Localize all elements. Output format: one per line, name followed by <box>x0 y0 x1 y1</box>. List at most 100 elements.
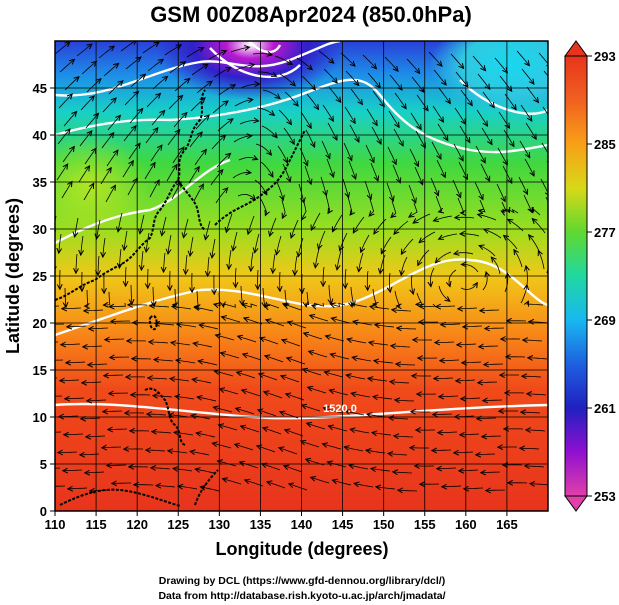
streamline-arrow <box>176 360 196 363</box>
streamline-arrow <box>482 91 494 108</box>
streamline-arrow <box>438 285 450 301</box>
streamline-arrow <box>63 470 83 471</box>
streamline-arrow <box>398 490 418 491</box>
streamline-arrow <box>431 267 435 287</box>
streamline-arrow <box>450 53 464 68</box>
streamline-arrow <box>364 180 371 199</box>
streamline-arrow <box>409 148 418 166</box>
streamline-arrow <box>440 360 460 361</box>
streamline-arrow <box>98 255 99 275</box>
streamline-arrow <box>373 288 376 305</box>
streamline-arrow <box>527 394 547 395</box>
streamline-arrow <box>372 433 392 436</box>
streamline-arrow <box>415 130 425 148</box>
streamline-arrow <box>198 361 218 366</box>
streamline-arrow <box>104 375 124 376</box>
streamline-arrow <box>369 342 389 345</box>
streamline-arrow <box>82 382 102 383</box>
streamline-arrow <box>462 362 482 363</box>
x-tick-label: 160 <box>455 517 477 532</box>
streamline-arrow <box>482 436 502 437</box>
streamline-arrow <box>184 218 189 238</box>
streamline-arrow <box>329 390 349 396</box>
streamline-arrow <box>56 164 68 181</box>
streamline-arrow <box>83 346 103 347</box>
streamline-arrow <box>454 452 474 453</box>
streamline-arrow <box>232 172 251 179</box>
streamline-arrow <box>343 142 352 161</box>
streamline-arrow <box>345 268 346 288</box>
streamline-arrow <box>233 136 252 143</box>
streamline-arrow <box>459 125 470 143</box>
streamline-arrow <box>63 112 77 127</box>
streamline-arrow <box>312 302 325 306</box>
streamline-arrow <box>241 426 260 433</box>
streamline-arrow <box>218 461 237 467</box>
streamline-arrow <box>532 219 546 234</box>
streamline-arrow <box>392 164 400 183</box>
streamline-arrow <box>212 238 215 258</box>
streamline-arrow <box>479 246 496 257</box>
streamline-arrow <box>460 89 472 106</box>
streamline-arrow <box>83 183 94 201</box>
streamline-arrow <box>390 382 410 383</box>
streamline-arrow <box>346 375 366 380</box>
streamline-arrow <box>359 252 364 272</box>
x-tick-label: 110 <box>45 517 66 532</box>
coastline <box>194 469 219 506</box>
streamline-arrow <box>61 344 81 345</box>
streamline-arrow <box>307 423 326 430</box>
streamline-arrow <box>516 50 529 66</box>
streamline-arrow <box>518 176 528 194</box>
streamline-arrow <box>164 252 166 272</box>
streamline-arrow <box>105 185 115 203</box>
streamline-arrow <box>127 178 137 196</box>
streamline-arrow <box>235 444 254 451</box>
streamline-arrow <box>197 397 217 402</box>
streamline-arrow <box>371 469 391 472</box>
streamline-arrow <box>248 215 255 234</box>
streamline-arrow <box>178 486 198 489</box>
x-axis-title: Longitude (degrees) <box>215 539 388 559</box>
streamline-arrow <box>521 68 534 84</box>
streamline-arrow <box>218 85 235 96</box>
streamline-arrow <box>55 42 70 55</box>
streamline-arrow <box>340 232 348 251</box>
streamline-arrow <box>350 429 370 434</box>
streamline-arrow <box>223 479 242 485</box>
y-tick-label: 35 <box>33 175 47 190</box>
streamline-arrow <box>318 230 326 249</box>
streamline-arrow <box>65 398 85 399</box>
streamline-arrow <box>381 236 392 254</box>
streamline-arrow <box>241 285 243 305</box>
streamline-arrow <box>194 150 206 166</box>
streamline-arrow <box>213 407 233 413</box>
streamline-arrow <box>528 358 548 359</box>
streamline-arrow <box>149 180 159 198</box>
streamline-arrow <box>340 52 355 66</box>
y-tick-label: 10 <box>33 410 47 425</box>
streamline-arrow <box>330 354 350 360</box>
streamline-arrow <box>344 447 364 452</box>
streamline-arrow <box>302 405 321 412</box>
x-tick-label: 145 <box>332 517 354 532</box>
streamline-arrow <box>274 55 292 65</box>
streamline-arrow <box>142 42 159 54</box>
streamline-arrow <box>205 220 211 240</box>
streamline-arrow <box>252 54 272 55</box>
streamline-arrow <box>322 104 333 121</box>
streamline-arrow <box>107 115 120 131</box>
streamline-arrow <box>242 304 258 307</box>
contour-label: 1520.0 <box>323 403 357 415</box>
streamline-arrow <box>112 483 131 484</box>
streamline-arrow <box>189 132 202 148</box>
streamline-arrow <box>273 253 275 273</box>
streamline-arrow <box>391 200 396 217</box>
streamline-arrow <box>278 109 291 125</box>
streamline-arrow <box>111 321 130 322</box>
streamline-arrow <box>419 231 436 243</box>
streamline-arrow <box>58 94 72 109</box>
streamline-arrow <box>216 335 235 341</box>
streamline-arrow <box>478 382 498 383</box>
streamline-arrow <box>237 193 255 199</box>
